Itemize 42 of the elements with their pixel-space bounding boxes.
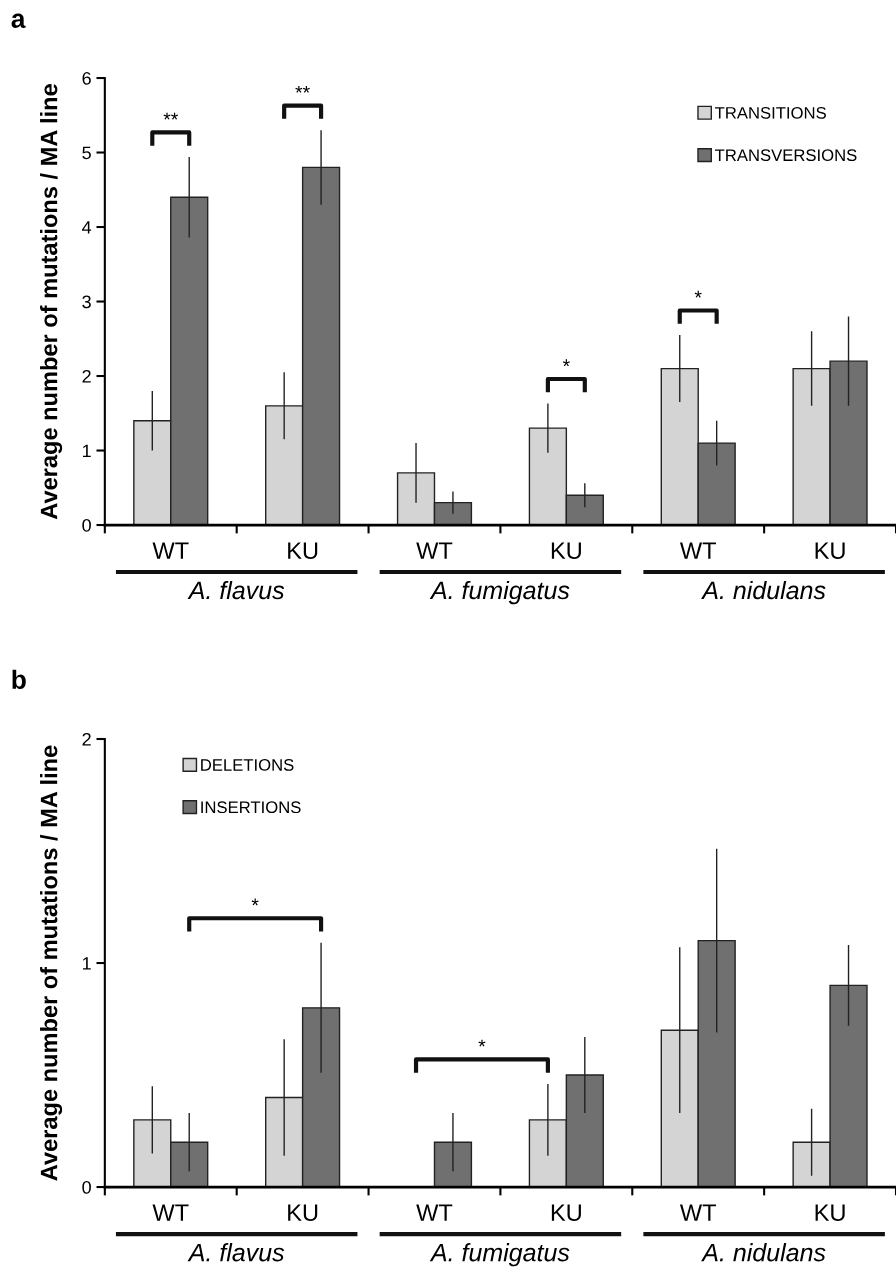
- y-tick-label: 2: [82, 732, 91, 746]
- x-tick-label: KU: [815, 1204, 845, 1222]
- y-tick-label: 4: [82, 221, 92, 234]
- y-tick-label: 5: [82, 146, 91, 160]
- legend-label: TRANSITIONS: [715, 106, 826, 119]
- text: A. fumigatus: [429, 1243, 570, 1267]
- text: A. fumigatus: [429, 580, 570, 605]
- annotation: *: [478, 1039, 486, 1047]
- x-tick-label: KU: [551, 1204, 581, 1222]
- x-tick-label: WT: [416, 1204, 453, 1221]
- y-tick-label: 6: [82, 71, 91, 85]
- annotation: *: [694, 290, 702, 298]
- annotation: *: [251, 898, 259, 906]
- text: A. flavus: [187, 1243, 285, 1262]
- x-tick-label: WT: [679, 1204, 717, 1221]
- x-tick-label: WT: [679, 542, 717, 559]
- annotation: **: [163, 112, 179, 120]
- text: A. nidulans: [701, 580, 826, 600]
- legend-label: TRANSVERSIONS: [715, 149, 857, 162]
- y-tick-label: 3: [82, 295, 91, 309]
- legend-label: INSERTIONS: [201, 801, 301, 814]
- x-tick-label: WT: [152, 1204, 189, 1221]
- y-tick-label: 1: [82, 444, 91, 458]
- chart-title: a: [11, 13, 26, 29]
- annotation: **: [295, 85, 310, 93]
- text: A. flavus: [187, 580, 285, 600]
- x-tick-label: KU: [551, 542, 581, 560]
- x-tick-label: WT: [416, 542, 453, 559]
- x-tick-label: KU: [288, 542, 318, 560]
- y-axis-title: Average number of mutations / MA line: [40, 84, 63, 520]
- y-axis-title: Average number of mutations / MA line: [40, 745, 63, 1181]
- x-tick-label: KU: [815, 542, 845, 560]
- x-tick-label: WT: [152, 542, 189, 559]
- legend-label: DELETIONS: [201, 759, 294, 771]
- y-tick-label: 0: [82, 518, 91, 532]
- y-tick-label: 1: [82, 957, 91, 970]
- y-tick-label: 0: [82, 1180, 91, 1194]
- y-tick-label: 2: [82, 369, 91, 383]
- annotation: *: [562, 359, 570, 367]
- text: A. nidulans: [701, 1243, 826, 1262]
- x-tick-label: KU: [288, 1204, 318, 1222]
- chart-title: b: [12, 669, 26, 690]
